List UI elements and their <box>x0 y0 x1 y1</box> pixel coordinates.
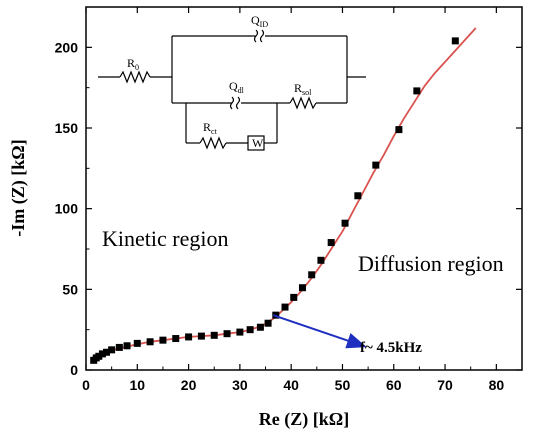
y-tick-label: 200 <box>55 39 79 55</box>
data-point <box>308 271 316 279</box>
x-tick-label: 40 <box>283 377 299 393</box>
r0-label: R0 <box>127 56 139 72</box>
rct-resistor <box>199 136 227 150</box>
data-point <box>103 348 111 356</box>
x-tick-label: 60 <box>386 377 402 393</box>
y-tick-label: 100 <box>55 201 79 217</box>
q-dl-element <box>229 96 241 110</box>
x-tick-label: 20 <box>181 377 197 393</box>
data-point <box>123 342 131 350</box>
data-point <box>298 284 306 292</box>
data-point <box>451 37 459 45</box>
r0-resistor <box>119 70 151 84</box>
data-point <box>197 332 205 340</box>
data-point <box>246 326 254 334</box>
data-point <box>210 331 218 339</box>
data-point <box>256 323 264 331</box>
data-point <box>317 256 325 264</box>
diffusion-region-label: Diffusion region <box>358 251 504 276</box>
equivalent-circuit-inset <box>98 29 366 151</box>
data-point <box>264 319 272 327</box>
fit-line <box>91 27 477 363</box>
y-tick-label: 150 <box>55 120 79 136</box>
axis-ticks <box>85 7 522 371</box>
data-point <box>98 350 106 358</box>
q-id-element <box>252 29 265 43</box>
x-tick-label: 10 <box>130 377 146 393</box>
data-point <box>133 339 141 347</box>
data-point <box>281 303 289 311</box>
rct-label: Rct <box>203 120 218 136</box>
x-axis-title: Re (Z) [kΩ] <box>259 409 349 430</box>
data-point <box>327 239 335 247</box>
data-point <box>341 219 349 227</box>
data-point <box>372 161 380 169</box>
x-tick-label: 30 <box>232 377 248 393</box>
data-point <box>172 335 180 343</box>
data-point <box>95 352 103 360</box>
x-tick-label: 80 <box>489 377 505 393</box>
x-tick-labels: 0 10 20 30 40 50 60 70 80 <box>82 377 504 393</box>
rsol-resistor <box>289 96 317 110</box>
q-id-label: QID <box>251 13 268 29</box>
frequency-label: f~ 4.5kHz <box>360 340 422 356</box>
kinetic-region-label: Kinetic region <box>102 226 228 251</box>
warburg-label: W <box>252 136 264 150</box>
data-point <box>159 336 167 344</box>
fit-line-group <box>91 27 477 363</box>
data-point <box>413 87 421 95</box>
data-point <box>108 346 116 354</box>
frequency-arrow <box>272 314 367 349</box>
y-tick-label: 50 <box>62 281 78 297</box>
q-dl-label: Qdl <box>229 79 245 95</box>
data-point <box>290 293 298 301</box>
plot-frame <box>85 6 523 371</box>
data-point <box>236 328 244 336</box>
x-tick-label: 70 <box>437 377 453 393</box>
data-point <box>223 330 231 338</box>
y-tick-label: 0 <box>70 362 78 378</box>
data-point <box>185 333 193 341</box>
rsol-label: Rsol <box>294 81 312 97</box>
x-tick-label: 0 <box>82 377 90 393</box>
data-point <box>146 338 154 346</box>
data-point <box>395 126 403 134</box>
data-point <box>354 192 362 200</box>
y-tick-labels: 0 50 100 150 200 <box>55 39 79 378</box>
y-axis-title: -Im (Z) [kΩ] <box>8 139 29 236</box>
x-tick-label: 50 <box>335 377 351 393</box>
data-point <box>115 343 123 351</box>
